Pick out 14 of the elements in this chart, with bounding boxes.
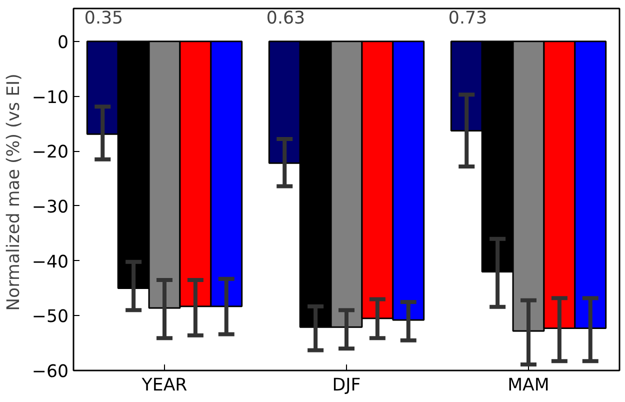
y-tick-label: −50	[32, 307, 69, 328]
annotation: 0.73	[448, 8, 488, 28]
x-tick-label: MAM	[508, 376, 550, 396]
y-axis-title: Normalized mae (%) (vs EI)	[4, 74, 24, 311]
y-tick-label: 0	[57, 32, 69, 53]
y-tick-label: −60	[32, 362, 69, 382]
y-tick-label: −20	[32, 142, 69, 163]
annotation: 0.35	[84, 8, 124, 28]
y-tick-label: −40	[32, 252, 69, 272]
annotation: 0.63	[266, 8, 306, 28]
y-tick-label: −10	[32, 88, 69, 108]
x-tick-label: DJF	[332, 376, 361, 396]
x-tick-label: YEAR	[140, 376, 188, 396]
y-tick-label: −30	[32, 197, 69, 218]
